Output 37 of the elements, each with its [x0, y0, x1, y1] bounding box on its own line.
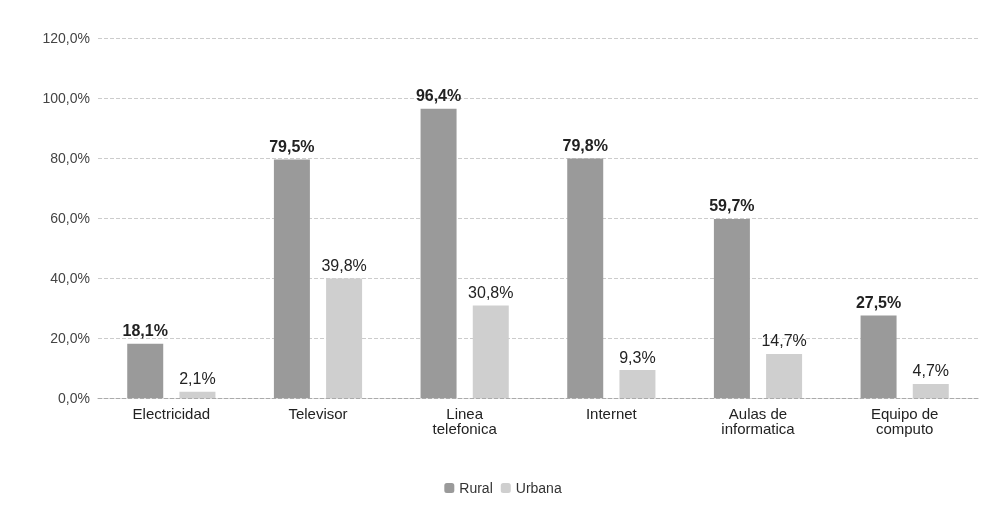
- y-tick-label: 40,0%: [50, 270, 90, 286]
- data-label: 30,8%: [468, 284, 514, 302]
- bar: [179, 391, 216, 398]
- legend-label: Rural: [459, 480, 493, 496]
- data-label: 59,7%: [709, 197, 755, 215]
- bar: [273, 159, 310, 398]
- bar: [619, 370, 656, 398]
- x-tick-label: Equipo de computo: [870, 405, 939, 437]
- bar: [567, 158, 604, 398]
- bar: [860, 315, 897, 398]
- data-label: 79,8%: [562, 137, 608, 155]
- x-tick-label: Linea telefonica: [432, 405, 498, 437]
- y-tick-label: 60,0%: [50, 210, 90, 226]
- x-tick-label: Electricidad: [132, 405, 211, 422]
- bar: [766, 353, 803, 398]
- y-tick-label: 20,0%: [50, 330, 90, 346]
- data-label: 27,5%: [855, 294, 902, 311]
- y-tick-label: 0,0%: [58, 390, 90, 406]
- data-label: 2,1%: [179, 370, 216, 388]
- data-label: 14,7%: [761, 332, 807, 350]
- x-tick-label: Televisor: [288, 405, 348, 422]
- y-tick-label: 120,0%: [42, 30, 90, 46]
- legend-label: Urbana: [515, 480, 562, 496]
- x-tick-label: Aulas de informatica: [721, 405, 796, 437]
- y-tick-label: 100,0%: [42, 90, 90, 106]
- bar: [912, 383, 949, 398]
- data-label: 96,4%: [415, 87, 462, 105]
- data-label: 9,3%: [619, 348, 656, 366]
- data-label: 18,1%: [122, 322, 168, 340]
- bar: [713, 218, 750, 398]
- data-label: 79,5%: [269, 138, 315, 155]
- bar: [420, 108, 457, 398]
- x-tick-label: Internet: [585, 405, 638, 422]
- data-label: 4,7%: [912, 362, 949, 380]
- data-label: 39,8%: [321, 257, 367, 275]
- bar: [127, 343, 164, 398]
- y-tick-label: 80,0%: [50, 150, 90, 166]
